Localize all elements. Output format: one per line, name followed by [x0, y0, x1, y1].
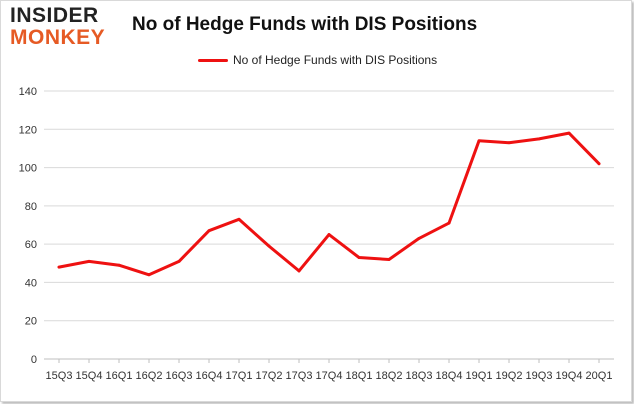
x-tick-label: 17Q3 [286, 370, 313, 382]
data-point [297, 269, 301, 273]
data-point [507, 141, 511, 145]
x-tick-label: 18Q3 [406, 370, 433, 382]
x-tick-label: 16Q2 [136, 370, 163, 382]
data-point [567, 131, 571, 135]
data-point [237, 217, 241, 221]
y-tick-label: 140 [19, 86, 37, 98]
logo-line-insider: INSIDER [10, 4, 99, 27]
data-point [267, 244, 271, 248]
y-tick-label: 0 [31, 354, 37, 366]
data-point [477, 139, 481, 143]
y-tick-label: 120 [19, 124, 37, 136]
y-tick-label: 20 [25, 316, 37, 328]
x-tick-label: 20Q1 [586, 370, 613, 382]
data-point [57, 265, 61, 269]
data-point [117, 263, 121, 267]
y-tick-label: 60 [25, 239, 37, 251]
logo-line-monkey: MONKEY [10, 26, 106, 49]
data-point [327, 233, 331, 236]
x-tick-label: 18Q1 [346, 370, 373, 382]
x-tick-label: 19Q3 [526, 370, 553, 382]
data-point [357, 256, 361, 259]
y-tick-label: 100 [19, 163, 37, 175]
data-point [447, 221, 451, 225]
chart-title: No of Hedge Funds with DIS Positions [132, 14, 478, 35]
data-point [207, 229, 211, 233]
x-tick-label: 15Q3 [46, 370, 73, 382]
x-tick-label: 16Q1 [106, 370, 133, 382]
legend-swatch [198, 58, 228, 62]
y-tick-label: 40 [25, 277, 37, 289]
x-tick-label: 16Q4 [196, 370, 223, 382]
x-tick-label: 15Q4 [76, 370, 103, 382]
x-tick-label: 18Q4 [436, 370, 463, 382]
x-tick-label: 18Q2 [376, 370, 403, 382]
x-tick-label: 17Q2 [256, 370, 283, 382]
x-tick-label: 19Q4 [556, 370, 583, 382]
insider-monkey-logo: INSIDER MONKEY [10, 5, 120, 53]
x-tick-label: 17Q1 [226, 370, 253, 382]
data-point [537, 137, 541, 141]
data-point [147, 273, 151, 277]
y-tick-label: 80 [25, 201, 37, 213]
x-tick-label: 16Q3 [166, 370, 193, 382]
chart-legend: No of Hedge Funds with DIS Positions [198, 53, 437, 67]
data-point [177, 259, 181, 263]
data-point [387, 258, 391, 261]
data-point [597, 162, 601, 166]
x-tick-label: 19Q2 [496, 370, 523, 382]
legend-label: No of Hedge Funds with DIS Positions [233, 53, 438, 67]
x-tick-label: 17Q4 [316, 370, 343, 382]
x-tick-label: 19Q1 [466, 370, 493, 382]
series-line [57, 131, 601, 277]
data-point [417, 237, 421, 240]
data-point [87, 259, 91, 263]
